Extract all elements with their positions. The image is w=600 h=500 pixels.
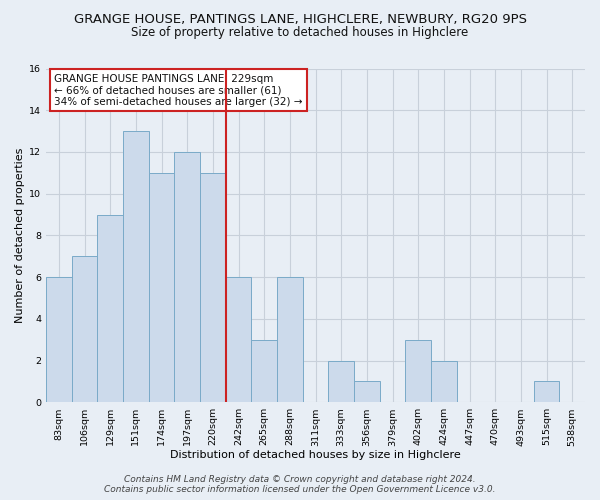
Bar	[251, 340, 277, 402]
Bar	[97, 214, 123, 402]
Text: Contains HM Land Registry data © Crown copyright and database right 2024.
Contai: Contains HM Land Registry data © Crown c…	[104, 474, 496, 494]
Bar	[277, 277, 302, 402]
Bar	[149, 173, 175, 402]
Text: GRANGE HOUSE, PANTINGS LANE, HIGHCLERE, NEWBURY, RG20 9PS: GRANGE HOUSE, PANTINGS LANE, HIGHCLERE, …	[74, 12, 527, 26]
Bar	[431, 360, 457, 403]
Bar	[354, 382, 380, 402]
Bar	[123, 131, 149, 402]
Bar	[406, 340, 431, 402]
Bar	[533, 382, 559, 402]
Text: Size of property relative to detached houses in Highclere: Size of property relative to detached ho…	[131, 26, 469, 39]
Bar	[71, 256, 97, 402]
Bar	[200, 173, 226, 402]
Bar	[46, 277, 71, 402]
Y-axis label: Number of detached properties: Number of detached properties	[15, 148, 25, 323]
Bar	[328, 360, 354, 403]
X-axis label: Distribution of detached houses by size in Highclere: Distribution of detached houses by size …	[170, 450, 461, 460]
Bar	[175, 152, 200, 403]
Text: GRANGE HOUSE PANTINGS LANE: 229sqm
← 66% of detached houses are smaller (61)
34%: GRANGE HOUSE PANTINGS LANE: 229sqm ← 66%…	[54, 74, 302, 106]
Bar	[226, 277, 251, 402]
